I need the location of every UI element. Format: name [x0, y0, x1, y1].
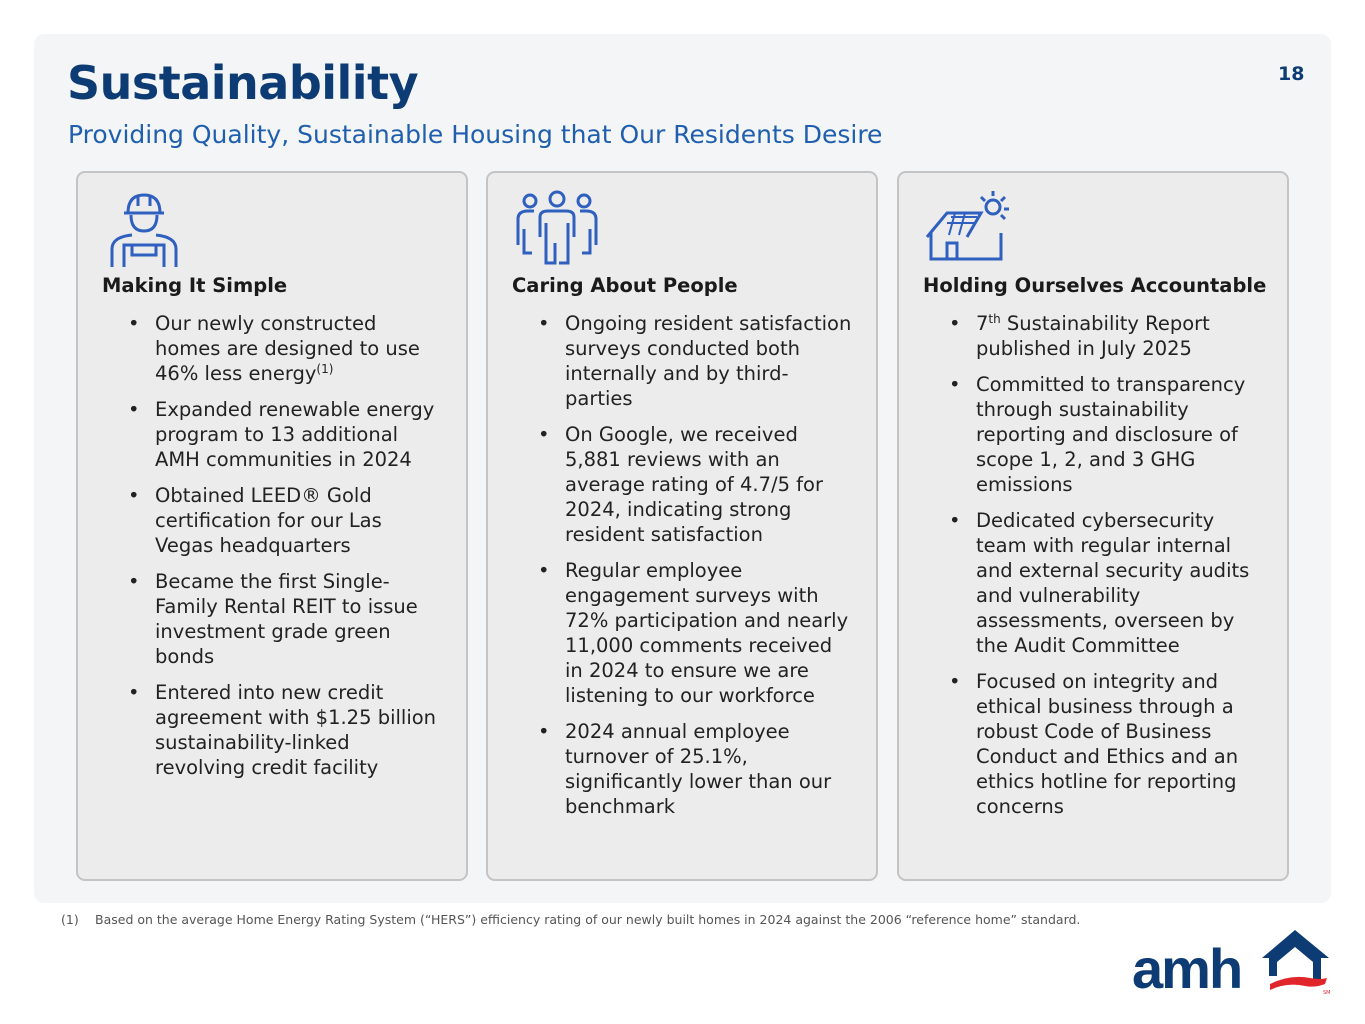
bullet-text: Sustainability Report published in July … [976, 312, 1210, 360]
svg-text:SM: SM [1323, 990, 1331, 996]
ordinal-suffix: th [988, 312, 1001, 326]
people-group-icon [516, 190, 598, 265]
list-item: Ongoing resident satisfaction surveys co… [512, 311, 856, 411]
construction-worker-icon [110, 193, 178, 267]
footnote-ref: (1) [316, 362, 334, 376]
page-title: Sustainability [67, 56, 419, 110]
list-item: Obtained LEED® Gold certification for ou… [102, 483, 446, 558]
list-item: Committed to transparency through sustai… [923, 372, 1267, 497]
footnote-marker: (1) [61, 912, 79, 927]
svg-text:amh: amh [1132, 937, 1241, 996]
list-item: Became the first Single-Family Rental RE… [102, 569, 446, 669]
solar-house-icon [925, 191, 1009, 261]
list-item: Expanded renewable energy program to 13 … [102, 397, 446, 472]
list-item: 2024 annual employee turnover of 25.1%, … [512, 719, 856, 819]
card-heading: Caring About People [512, 274, 738, 297]
page-number: 18 [1278, 63, 1305, 85]
list-item: Regular employee engagement surveys with… [512, 558, 856, 708]
list-item: 7th Sustainability Report published in J… [923, 311, 1267, 361]
card-heading: Holding Ourselves Accountable [923, 274, 1267, 297]
card-caring-about-people: Caring About People Ongoing resident sat… [486, 171, 878, 881]
amh-logo: amh SM [1132, 930, 1331, 996]
page-subtitle: Providing Quality, Sustainable Housing t… [68, 120, 883, 149]
list-item: Focused on integrity and ethical busines… [923, 669, 1267, 819]
bullet-text: 7 [976, 312, 989, 335]
list-item: On Google, we received 5,881 reviews wit… [512, 422, 856, 547]
card-holding-ourselves-accountable: Holding Ourselves Accountable 7th Sustai… [897, 171, 1289, 881]
card-heading: Making It Simple [102, 274, 288, 297]
list-item: Our newly constructed homes are designed… [102, 311, 446, 386]
card-making-it-simple: Making It Simple Our newly constructed h… [76, 171, 468, 881]
list-item: Dedicated cybersecurity team with regula… [923, 508, 1267, 658]
bullet-text: Our newly constructed homes are designed… [155, 312, 420, 385]
list-item: Entered into new credit agreement with $… [102, 680, 446, 780]
footnote-text: Based on the average Home Energy Rating … [95, 912, 1081, 927]
